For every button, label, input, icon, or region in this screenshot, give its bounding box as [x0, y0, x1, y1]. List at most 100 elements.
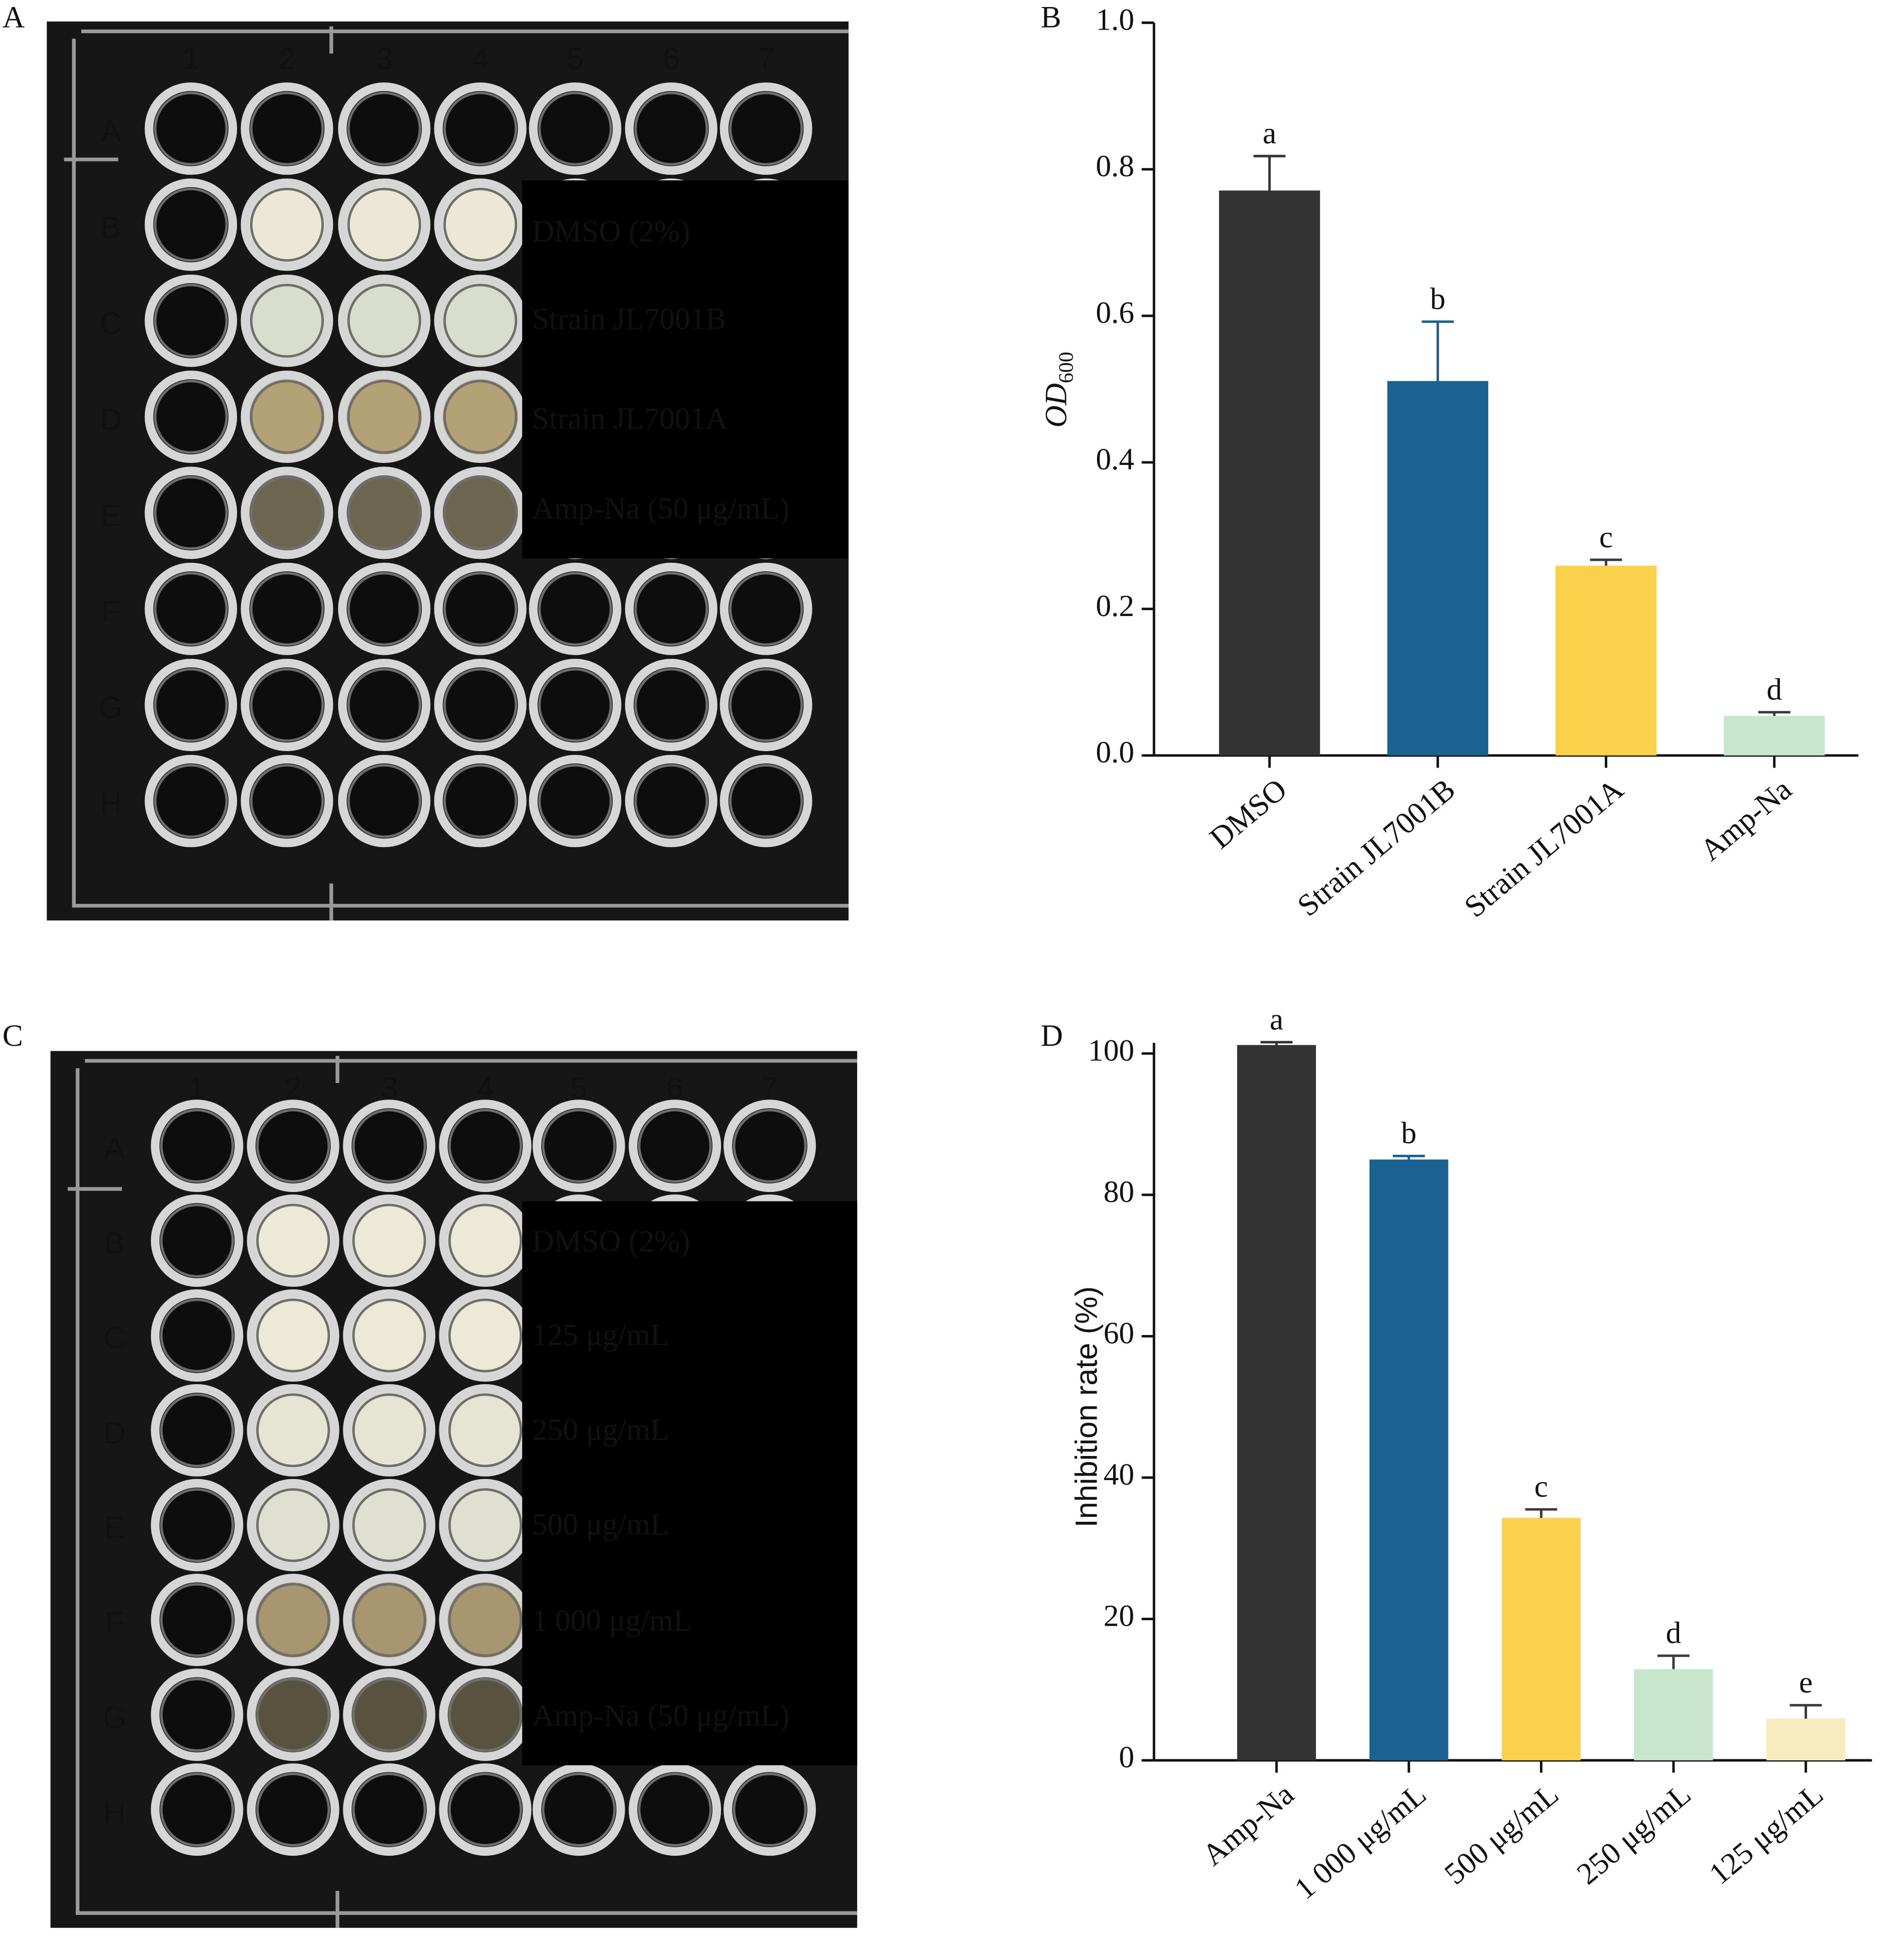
- panel-label: B: [1041, 0, 1061, 34]
- y-tick-label: 0.6: [1096, 296, 1134, 330]
- bar: [1556, 565, 1657, 756]
- well: [434, 659, 527, 752]
- y-tick-label: 80: [1104, 1175, 1134, 1209]
- well-rim: [352, 1488, 426, 1562]
- column-number: 1: [188, 1070, 205, 1105]
- error-bar: [1260, 1041, 1293, 1045]
- well: [338, 371, 431, 463]
- well-rim: [352, 1393, 426, 1468]
- y-axis-label: OD600: [1039, 352, 1078, 428]
- well-rim: [347, 91, 421, 166]
- well: [439, 1384, 532, 1477]
- well-rim: [352, 1677, 426, 1752]
- well: [241, 466, 333, 559]
- well-rim: [154, 91, 228, 166]
- well: [338, 562, 431, 655]
- well: [145, 466, 237, 559]
- plate-label: Amp-Na (50 μg/mL): [532, 1699, 790, 1733]
- well: [720, 82, 812, 175]
- well-rim: [729, 668, 803, 742]
- y-tick-label: 0.2: [1096, 589, 1134, 623]
- well: [145, 371, 237, 463]
- column-number: 2: [278, 41, 295, 76]
- well-rim: [347, 764, 421, 838]
- y-tick-label: 0.8: [1096, 149, 1134, 183]
- well-rim: [729, 91, 803, 166]
- well: [338, 274, 431, 367]
- well-rim: [729, 764, 803, 838]
- well-rim: [352, 1583, 426, 1657]
- well-rim: [154, 572, 228, 646]
- well: [724, 1100, 816, 1192]
- error-bar: [1253, 155, 1286, 191]
- well-rim: [443, 284, 518, 358]
- y-axis-label-subscript: 600: [1054, 352, 1078, 384]
- bar: [1634, 1669, 1713, 1761]
- well-rim: [347, 572, 421, 646]
- bar: [1219, 190, 1320, 756]
- plate-label: Strain JL7001A: [532, 402, 728, 436]
- well: [145, 755, 237, 848]
- well: [532, 1100, 625, 1192]
- well: [529, 82, 622, 175]
- row-letter: D: [103, 1415, 126, 1450]
- well-rim: [250, 475, 324, 550]
- well-rim: [160, 1393, 234, 1468]
- y-tick-label: 60: [1104, 1316, 1134, 1350]
- well: [145, 82, 237, 175]
- well: [241, 562, 333, 655]
- well: [629, 1100, 722, 1192]
- column-number: 7: [758, 41, 775, 76]
- x-tick-label: 250 μg/mL: [1571, 1777, 1698, 1891]
- well: [338, 178, 431, 271]
- well: [529, 562, 622, 655]
- well: [629, 1763, 722, 1856]
- well: [338, 659, 431, 752]
- bar: [1501, 1518, 1581, 1761]
- well: [151, 1100, 244, 1192]
- well: [338, 755, 431, 848]
- error-bar: [1392, 1154, 1425, 1160]
- well: [247, 1100, 339, 1192]
- well-rim: [250, 764, 324, 838]
- x-tick-label: Strain JL7001A: [1458, 772, 1630, 924]
- plate-label: 250 μg/mL: [532, 1413, 669, 1447]
- y-tick-label: 40: [1104, 1458, 1134, 1492]
- column-number: 1: [182, 41, 199, 76]
- well-rim: [638, 1772, 712, 1847]
- y-tick-label: 0: [1119, 1740, 1134, 1774]
- y-axis-label-main: OD: [1039, 383, 1073, 428]
- well-rim: [250, 668, 324, 742]
- well-rim: [250, 187, 324, 262]
- well: [151, 1194, 244, 1287]
- well: [247, 1194, 339, 1287]
- well: [241, 274, 333, 367]
- well: [151, 1763, 244, 1856]
- x-tick-label: Amp-Na: [1694, 772, 1798, 868]
- well-rim: [542, 1772, 616, 1847]
- panel-label: C: [3, 1019, 23, 1053]
- well-rim: [634, 668, 708, 742]
- well: [241, 82, 333, 175]
- significance-letter: a: [1270, 1003, 1283, 1037]
- well: [724, 1763, 816, 1856]
- well-rim: [154, 380, 228, 454]
- significance-letter: b: [1401, 1116, 1417, 1150]
- well-rim: [160, 1109, 234, 1183]
- well: [247, 1668, 339, 1761]
- plate-label: 125 μg/mL: [532, 1318, 669, 1352]
- well-rim: [160, 1203, 234, 1278]
- column-number: 3: [376, 41, 393, 76]
- bar: [1237, 1045, 1316, 1761]
- well: [434, 82, 527, 175]
- well-rim: [448, 1109, 522, 1183]
- well: [720, 659, 812, 752]
- well: [625, 82, 718, 175]
- well: [434, 466, 527, 559]
- well: [529, 755, 622, 848]
- panel-label: A: [3, 0, 25, 34]
- well: [434, 178, 527, 271]
- well-rim: [347, 475, 421, 550]
- well-rim: [448, 1298, 522, 1373]
- x-tick-label: 1 000 μg/mL: [1288, 1777, 1433, 1906]
